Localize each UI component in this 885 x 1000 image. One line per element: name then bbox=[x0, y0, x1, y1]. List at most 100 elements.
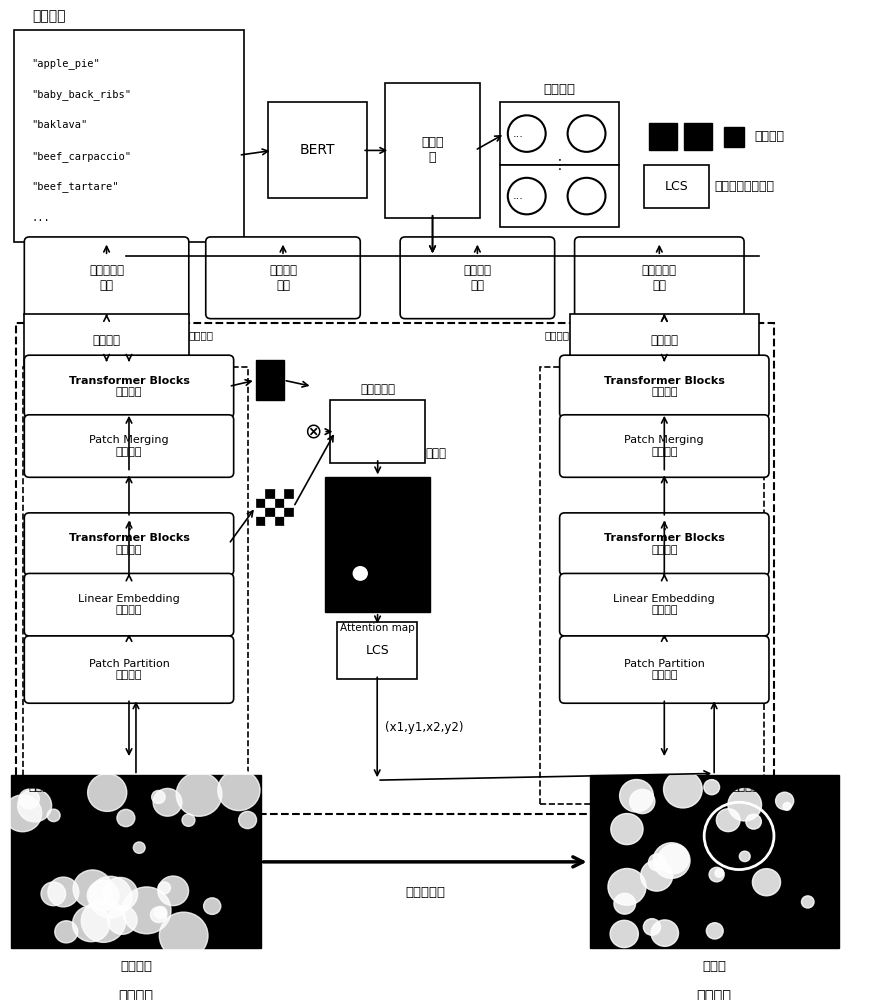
Bar bbox=[256, 489, 266, 498]
Circle shape bbox=[728, 789, 761, 821]
Bar bbox=[724, 127, 744, 147]
Text: 全连接
层: 全连接 层 bbox=[421, 136, 443, 164]
Text: 语义嵌入: 语义嵌入 bbox=[543, 83, 575, 96]
FancyBboxPatch shape bbox=[400, 237, 555, 319]
Text: 局部图: 局部图 bbox=[702, 960, 727, 973]
Bar bbox=[274, 516, 284, 525]
FancyBboxPatch shape bbox=[24, 513, 234, 575]
Bar bbox=[284, 498, 294, 507]
Text: 注意力融合: 注意力融合 bbox=[360, 383, 396, 396]
Circle shape bbox=[239, 811, 257, 829]
Text: 语义中心
损失: 语义中心 损失 bbox=[464, 264, 491, 292]
Circle shape bbox=[664, 771, 702, 808]
Bar bbox=[326, 477, 430, 612]
Circle shape bbox=[746, 814, 761, 829]
Text: 全连接层: 全连接层 bbox=[93, 334, 120, 347]
FancyBboxPatch shape bbox=[385, 83, 480, 218]
Bar bbox=[256, 360, 283, 400]
FancyBboxPatch shape bbox=[559, 415, 769, 477]
Text: Linear Embedding
线性映射: Linear Embedding 线性映射 bbox=[613, 594, 715, 615]
Text: "baklava": "baklava" bbox=[31, 120, 88, 130]
FancyBboxPatch shape bbox=[24, 314, 189, 367]
Text: 骨干网络: 骨干网络 bbox=[28, 780, 57, 793]
Bar bbox=[256, 498, 266, 507]
Circle shape bbox=[610, 920, 638, 948]
Text: 骨干网络: 骨干网络 bbox=[731, 780, 759, 793]
Bar bbox=[274, 507, 284, 516]
Text: Transformer Blocks
变换器块: Transformer Blocks 变换器块 bbox=[604, 376, 725, 397]
Bar bbox=[284, 489, 294, 498]
Text: 全连接层: 全连接层 bbox=[650, 334, 678, 347]
Text: Patch Merging
分块聚合: Patch Merging 分块聚合 bbox=[625, 435, 704, 457]
Bar bbox=[266, 507, 274, 516]
Text: 图像特征: 图像特征 bbox=[544, 330, 570, 340]
FancyBboxPatch shape bbox=[570, 314, 759, 367]
Circle shape bbox=[134, 842, 145, 853]
Circle shape bbox=[715, 869, 724, 877]
Circle shape bbox=[159, 912, 208, 959]
Circle shape bbox=[752, 869, 781, 896]
Text: "baby_back_ribs": "baby_back_ribs" bbox=[31, 89, 131, 100]
Circle shape bbox=[182, 814, 195, 826]
FancyBboxPatch shape bbox=[24, 237, 189, 319]
Circle shape bbox=[117, 809, 135, 827]
Circle shape bbox=[73, 906, 110, 942]
Bar bbox=[274, 498, 284, 507]
Circle shape bbox=[48, 877, 79, 907]
Circle shape bbox=[19, 789, 39, 809]
Text: 图像特征: 图像特征 bbox=[189, 330, 214, 340]
FancyBboxPatch shape bbox=[24, 573, 234, 636]
Circle shape bbox=[709, 867, 724, 882]
FancyBboxPatch shape bbox=[500, 102, 620, 165]
Text: Linear Embedding
线性映射: Linear Embedding 线性映射 bbox=[78, 594, 180, 615]
Bar bbox=[256, 507, 266, 516]
Circle shape bbox=[783, 802, 791, 810]
Bar bbox=[589, 775, 839, 948]
Text: BERT: BERT bbox=[300, 143, 335, 157]
Circle shape bbox=[158, 882, 171, 894]
Text: 上采样: 上采样 bbox=[425, 447, 446, 460]
Circle shape bbox=[88, 876, 132, 918]
Bar bbox=[274, 489, 284, 498]
Text: ...: ... bbox=[512, 191, 524, 201]
Text: ⊗: ⊗ bbox=[304, 422, 321, 442]
Bar bbox=[266, 489, 274, 498]
Circle shape bbox=[122, 887, 171, 934]
Circle shape bbox=[47, 809, 60, 822]
Text: Patch Partition
分块划分: Patch Partition 分块划分 bbox=[624, 659, 704, 680]
Circle shape bbox=[88, 880, 119, 911]
Bar bbox=[650, 123, 677, 150]
Circle shape bbox=[158, 876, 189, 906]
Circle shape bbox=[706, 923, 723, 939]
Circle shape bbox=[107, 906, 137, 934]
Text: Transformer Blocks
变换器块: Transformer Blocks 变换器块 bbox=[68, 533, 189, 555]
Circle shape bbox=[150, 907, 166, 923]
Circle shape bbox=[104, 877, 137, 911]
Circle shape bbox=[739, 851, 750, 862]
Circle shape bbox=[658, 844, 689, 874]
Circle shape bbox=[81, 900, 126, 942]
Bar bbox=[284, 507, 294, 516]
Text: 食物标签: 食物标签 bbox=[33, 10, 66, 24]
Circle shape bbox=[611, 814, 643, 845]
Text: "apple_pie": "apple_pie" bbox=[31, 58, 100, 69]
Circle shape bbox=[614, 893, 635, 914]
Circle shape bbox=[608, 868, 646, 905]
Circle shape bbox=[218, 770, 260, 811]
FancyBboxPatch shape bbox=[559, 636, 769, 703]
Circle shape bbox=[643, 919, 660, 935]
Circle shape bbox=[18, 789, 51, 822]
Circle shape bbox=[620, 779, 653, 812]
Text: Patch Partition
分块划分: Patch Partition 分块划分 bbox=[88, 659, 169, 680]
FancyBboxPatch shape bbox=[24, 415, 234, 477]
Circle shape bbox=[716, 809, 740, 832]
Circle shape bbox=[154, 906, 167, 919]
Text: Transformer Blocks
变换器块: Transformer Blocks 变换器块 bbox=[68, 376, 189, 397]
Text: ...: ... bbox=[31, 213, 50, 223]
Text: ...: ... bbox=[512, 129, 524, 139]
FancyBboxPatch shape bbox=[644, 165, 709, 208]
FancyBboxPatch shape bbox=[500, 165, 620, 227]
Text: LCS: LCS bbox=[366, 644, 389, 657]
Text: LCS: LCS bbox=[665, 180, 689, 193]
Circle shape bbox=[649, 854, 666, 871]
